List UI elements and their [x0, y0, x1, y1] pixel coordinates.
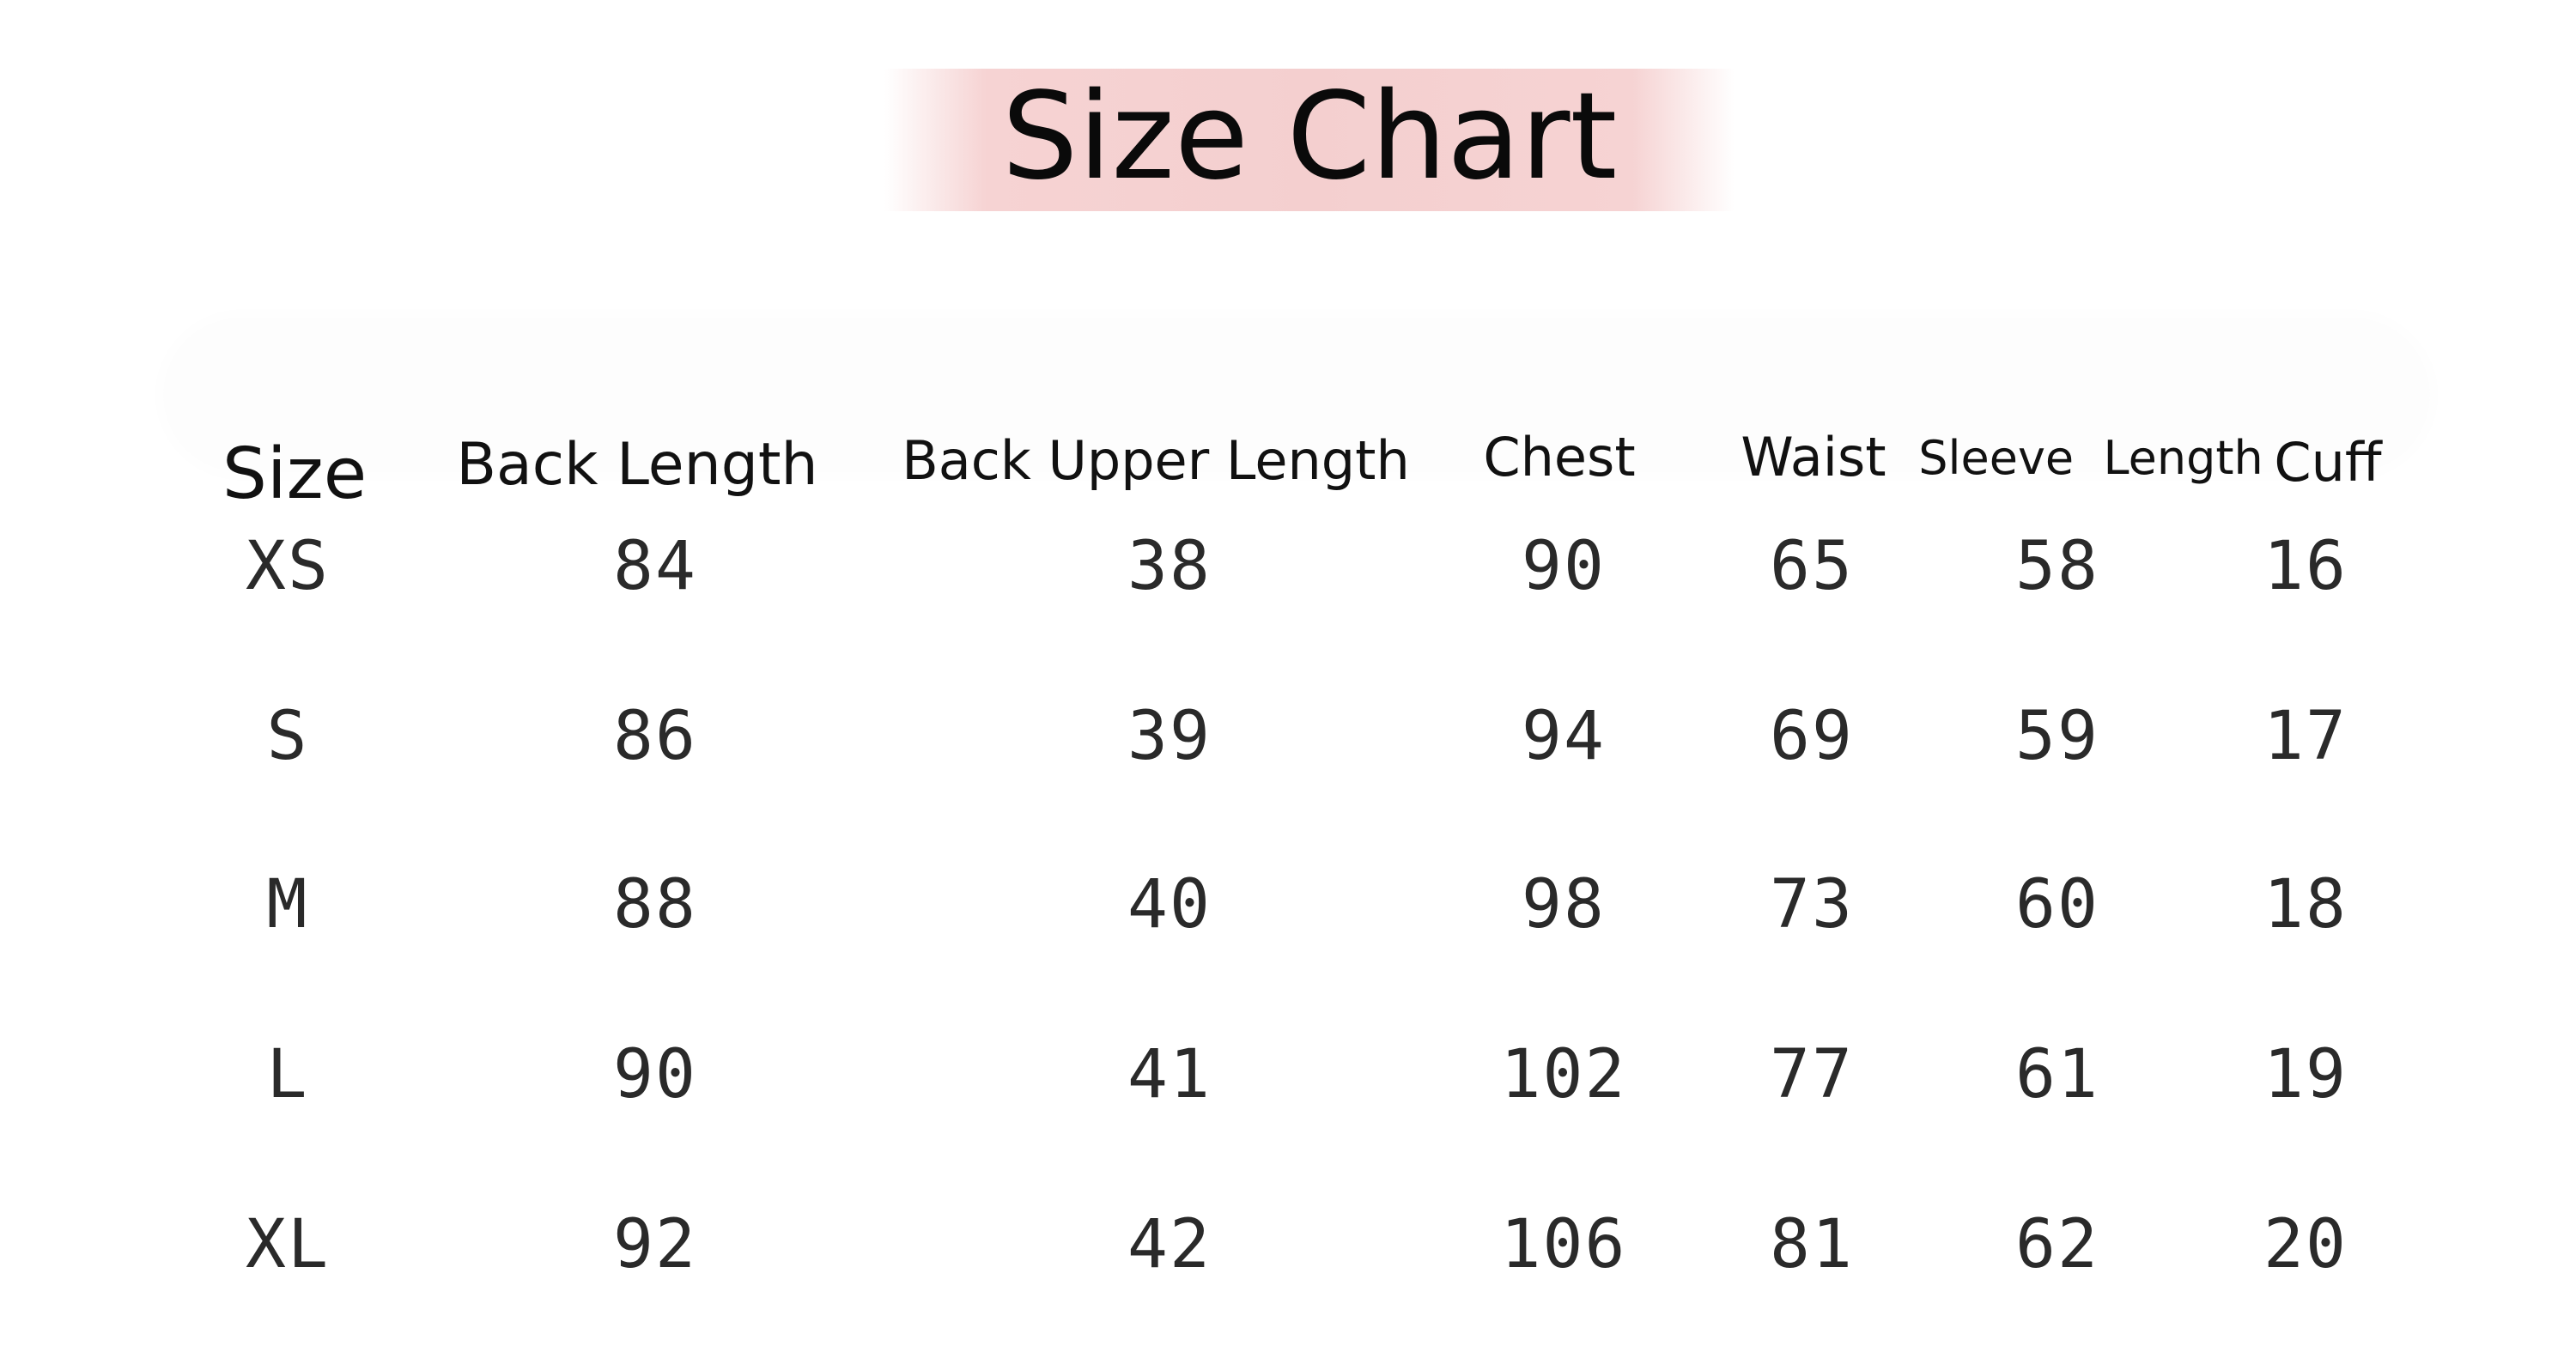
measurement-cell: 39	[1127, 698, 1212, 775]
measurement-cell: 88	[613, 866, 697, 943]
size-label: XL	[246, 1206, 330, 1283]
size-label: M	[266, 866, 309, 943]
measurement-cell: 40	[1127, 866, 1212, 943]
measurement-cell: 90	[613, 1036, 697, 1113]
measurement-cell: 86	[613, 698, 697, 775]
measurement-cell: 84	[613, 528, 697, 605]
size-label: S	[266, 698, 309, 775]
measurement-cell: 94	[1522, 698, 1606, 775]
measurement-cell: 58	[2015, 528, 2099, 605]
column-header: Size	[222, 434, 368, 515]
column-header: Cuff	[2274, 431, 2382, 494]
column-header: Back Length	[456, 431, 818, 499]
measurement-cell: 42	[1127, 1206, 1212, 1283]
measurement-cell: 90	[1522, 528, 1606, 605]
column-header: Waist	[1741, 426, 1886, 488]
measurement-cell: 59	[2015, 698, 2099, 775]
measurement-cell: 102	[1500, 1036, 1627, 1113]
measurement-cell: 20	[2263, 1206, 2348, 1283]
measurement-cell: 65	[1770, 528, 1854, 605]
measurement-cell: 16	[2263, 528, 2348, 605]
measurement-cell: 60	[2015, 866, 2099, 943]
measurement-cell: 98	[1522, 866, 1606, 943]
measurement-cell: 61	[2015, 1036, 2099, 1113]
measurement-cell: 62	[2015, 1206, 2099, 1283]
measurement-cell: 106	[1500, 1206, 1627, 1283]
measurement-cell: 81	[1770, 1206, 1854, 1283]
measurement-cell: 73	[1770, 866, 1854, 943]
column-header: Chest	[1483, 426, 1636, 488]
measurement-cell: 38	[1127, 528, 1212, 605]
measurement-cell: 41	[1127, 1036, 1212, 1113]
header-background-band	[163, 318, 2430, 472]
measurement-cell: 92	[613, 1206, 697, 1283]
measurement-cell: 69	[1770, 698, 1854, 775]
measurement-cell: 18	[2263, 866, 2348, 943]
measurement-cell: 19	[2263, 1036, 2348, 1113]
title-highlight-band	[884, 69, 1735, 211]
page-title: Size Chart	[1001, 67, 1618, 207]
column-header: Back Upper Length	[902, 429, 1410, 492]
column-header: Sleeve Length	[1918, 431, 2263, 485]
size-label: L	[266, 1036, 309, 1113]
measurement-cell: 17	[2263, 698, 2348, 775]
measurement-cell: 77	[1770, 1036, 1854, 1113]
size-label: XS	[246, 528, 330, 605]
